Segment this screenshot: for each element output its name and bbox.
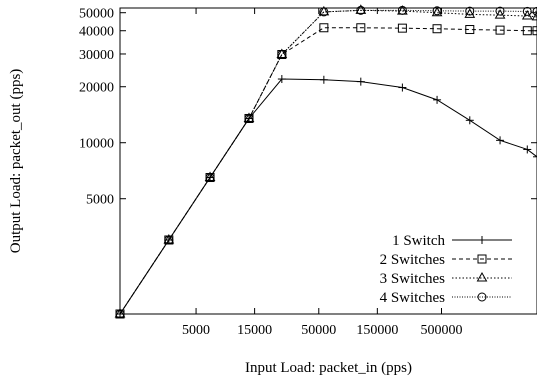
data-point [243,112,255,122]
data-point [433,95,442,104]
legend-marker [478,236,486,244]
series-line [119,9,537,315]
y-axis-label: Output Load: packet_out (pps) [8,69,24,254]
data-point [277,75,286,84]
data-point [465,25,475,35]
y-tick-label: 30000 [79,48,114,63]
data-point [319,75,328,84]
legend-entry: 1 Switch [392,233,512,249]
data-point [397,5,407,15]
data-point [205,173,215,183]
x-tick-label: 500000 [421,323,463,338]
data-point [465,116,474,125]
y-axis-ticks: 5000 10000 20000 30000 40000 50000 [79,7,537,208]
data-point [204,171,216,182]
y-tick-label: 20000 [79,81,114,96]
series-2 [115,23,537,319]
data-point [532,26,537,36]
x-tick-label: 5000 [182,323,210,338]
x-axis-label: Input Load: packet_in (pps) [245,360,412,376]
x-tick-label: 150000 [356,323,398,338]
series-line [119,27,537,315]
x-axis-ticks: 5000 15000 50000 150000 500000 [182,8,463,338]
series-line [119,9,537,315]
data-point [533,152,537,161]
data-point [531,10,537,21]
y-tick-label: 50000 [79,7,114,22]
legend-entry: 4 Switches [380,290,512,306]
x-tick-label: 15000 [237,323,272,338]
data-point [355,4,367,14]
data-point [114,307,126,318]
data-point [431,6,443,17]
series-4 [115,5,537,319]
legend: 1 Switch 2 Switches 3 Switches 4 Switches [380,233,512,306]
y-tick-label: 40000 [79,25,114,40]
plot-border [119,7,537,315]
data-point [163,233,175,244]
data-point [432,24,442,34]
x-tick-label: 50000 [301,323,336,338]
data-point [318,5,330,16]
y-tick-label: 5000 [86,193,114,208]
data-point [432,6,442,16]
data-point [465,6,475,16]
legend-label: 4 Switches [380,290,446,306]
data-point [356,23,366,33]
data-point [495,25,505,35]
data-point [319,23,329,33]
data-point [532,6,537,16]
data-point [522,6,532,16]
legend-marker [477,292,487,302]
data-point [244,113,254,123]
data-point [464,8,476,18]
data-point [523,145,532,154]
data-point [495,6,505,16]
data-point [277,50,287,60]
legend-marker [477,254,487,264]
data-point [522,26,532,36]
series-line [119,78,537,315]
data-point [496,136,505,145]
series-3 [114,4,537,318]
plot-frame [119,7,537,315]
legend-label: 2 Switches [380,252,446,268]
y-tick-label: 10000 [79,137,114,152]
data-point [276,48,288,59]
data-point [115,309,125,319]
legend-marker [476,271,488,282]
series-1 [116,75,537,318]
data-point [356,5,366,15]
data-point [164,235,174,245]
data-point [356,77,365,86]
data-point [397,23,407,33]
legend-entry: 3 Switches [380,271,512,287]
data-point [398,83,407,92]
legend-entry: 2 Switches [380,252,512,268]
legend-label: 1 Switch [392,233,445,249]
series-layer [114,4,537,319]
data-point [319,7,329,17]
legend-label: 3 Switches [380,271,446,287]
